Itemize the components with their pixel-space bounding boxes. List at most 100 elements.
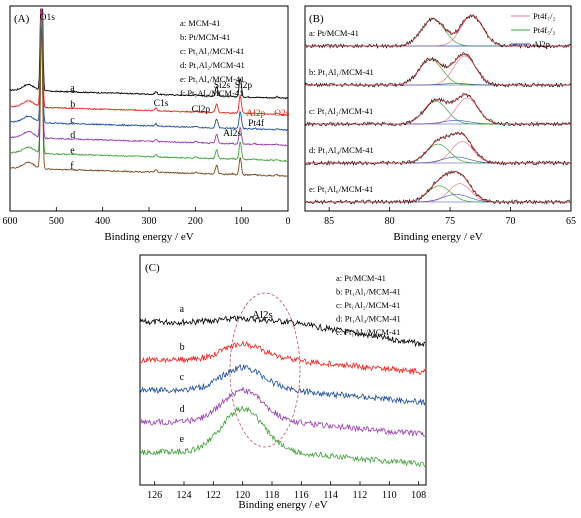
panel-a-peak-label-cl2p: Cl2p (192, 105, 211, 115)
panel-a-curve-label-d: d (70, 130, 75, 141)
panel-c-ticks: 126 124 122 120 118 116 114 112 110 108 (147, 481, 426, 501)
panel-a-label: (A) (14, 13, 30, 25)
panel-b-fit-0 (305, 14, 571, 47)
panel-a-peak-label-al2p: Al2p (246, 109, 265, 119)
panel-a-tick-label: 200 (188, 216, 203, 227)
panel-a-tick-label: 100 (234, 216, 249, 227)
panel-a-peak-label-al2s: Al2s (223, 129, 241, 139)
panel-a-curve-label-b: b (70, 99, 75, 110)
panel-a-legend-entry: e: Pt₁Al₄/MCM-41 (180, 74, 244, 84)
panel-a-series-e (9, 11, 289, 163)
panel-a-peak-label-c1s: C1s (154, 99, 169, 109)
panel-c-legend-entry: d: Pt₁Al₄/MCM-41 (336, 314, 401, 324)
panel-b-legend-entry: Al2p (533, 39, 550, 49)
panel-b-tick-label: 70 (506, 216, 516, 227)
panel-a-legend-entry: c: Pt₁Al₁/MCM-41 (180, 46, 244, 56)
panel-b-tick-label: 75 (445, 216, 455, 227)
panel-b-legend-entry: Pt4f₇/₂ (533, 11, 555, 21)
panel-b-ticks: 85 80 75 70 65 (324, 207, 576, 227)
panel-c-series-b (139, 340, 426, 375)
panel-c-series-c (139, 364, 426, 407)
panel-b-frame (304, 5, 572, 212)
panel-b-series-label: e: Pt₁Al₆/MCM-41 (309, 184, 373, 194)
panel-c-al2s-ellipse (229, 292, 301, 448)
panel-a-tick-label: 400 (95, 216, 110, 227)
panel-a-legend-entry: b: Pt/MCM-41 (180, 32, 230, 42)
panel-b-tick-label: 80 (385, 216, 395, 227)
panel-b-fit-1 (305, 53, 571, 86)
panel-b-label: (B) (309, 13, 324, 25)
panel-b-tick-label: 65 (566, 216, 576, 227)
panel-a-series-b (9, 8, 289, 116)
panel-a-tick-label: 500 (49, 216, 64, 227)
panel-b-series-label: a: Pt/MCM-41 (309, 28, 359, 38)
panel-a-ticks: 600 500 400 300 200 100 0 (3, 207, 291, 227)
panel-b-legend: Pt4f₇/₂ Pt4f₅/₂ Al2p (511, 11, 555, 49)
panel-a-tick-label: 600 (3, 216, 18, 227)
panel-c-series-a (139, 315, 426, 348)
panel-c-tick-label: 124 (177, 490, 192, 501)
panel-c-series-d (139, 386, 426, 437)
panel-b-series-label: b: Pt₁Al₁/MCM-41 (309, 67, 374, 77)
panel-a-curve-label-f: f (70, 161, 74, 172)
panel-b-tick-label: 85 (324, 216, 334, 227)
panel-c-legend-entry: a: Pt/MCM-41 (336, 273, 386, 283)
panel-c-tick-label: 118 (265, 490, 280, 501)
panel-b-raw-4 (304, 170, 571, 205)
panel-c-curve-label-c: c (180, 372, 185, 383)
panel-a-legend-entry: d: Pt₁Al₂/MCM-41 (180, 60, 245, 70)
panel-c-annotation: Al2s (252, 309, 273, 321)
panel-a-tick-label: 0 (286, 216, 291, 227)
panel-a-peak-label-pt4f: Pt4f (248, 118, 265, 129)
panel-a-legend-entry: f: Pt₁Al₆/MCM-41 (180, 88, 243, 98)
panel-a-legend-entry: a: MCM-41 (180, 18, 220, 28)
panel-a-curves (9, 8, 289, 178)
panel-b-fit-4 (305, 171, 571, 203)
panel-b-series-label: c: Pt₁Al₂/MCM-41 (309, 106, 373, 116)
panel-b-al2p-4 (305, 194, 571, 203)
panel-c-series-e (139, 404, 426, 468)
panel-b-fit-2 (305, 94, 571, 125)
panel-c-frame (139, 254, 427, 486)
panel-a-series-a (10, 8, 289, 100)
panel-c-label: (C) (145, 262, 160, 274)
panel-c-tick-label: 112 (353, 490, 368, 501)
panel-c-curve-label-a: a (180, 304, 185, 315)
panel-b-xlabel: Binding energy / eV (393, 231, 482, 243)
panel-a-peak-label-si2p: Si2p (235, 81, 253, 91)
panel-b-series-label: d: Pt₁Al₄/MCM-41 (309, 145, 374, 155)
panel-c-tick-label: 116 (294, 490, 309, 501)
panel-c-legend: a: Pt/MCM-41 b: Pt₁Al₁/MCM-41 c: Pt₁Al₂/MC… (336, 273, 401, 337)
panel-a-xlabel: Binding energy / eV (104, 231, 193, 243)
panel-c-curve-label-d: d (180, 404, 185, 415)
panel-a-series-f (9, 27, 289, 178)
panel-c-tick-label: 120 (235, 490, 250, 501)
panel-a-series-c (9, 8, 288, 132)
panel-c-xlabel: Binding energy / eV (238, 499, 327, 511)
panel-c-curve-label-e: e (180, 434, 185, 445)
panel-a-series-d (9, 8, 289, 147)
panel-c-tick-label: 108 (411, 490, 426, 501)
panel-c-tick-label: 122 (206, 490, 221, 501)
panel-c-curve-label-b: b (180, 342, 185, 353)
panel-a-tick-label: 300 (142, 216, 157, 227)
panel-b: (B) a: Pt/MCM-41 b: Pt₁Al₁/MCM-41 c: Pt₁Al… (304, 5, 576, 243)
panel-c-curves (139, 315, 426, 468)
panel-a-peak-label-o2s: O2s (274, 109, 290, 119)
panel-a-legend: a: MCM-41 b: Pt/MCM-41 c: Pt₁Al₁/MCM-41 d: … (180, 18, 245, 98)
panel-a-peak-label-si2s: Si2s (214, 81, 231, 91)
panel-b-legend-entry: Pt4f₅/₂ (533, 25, 555, 35)
panel-b-curves (304, 13, 572, 205)
panel-a-curve-label-a: a (70, 83, 75, 94)
panel-a-curve-label-e: e (70, 146, 75, 157)
panel-c-tick-label: 114 (323, 490, 338, 501)
panel-b-curve-labels: a: Pt/MCM-41 b: Pt₁Al₁/MCM-41 c: Pt₁Al₂/MC… (309, 28, 374, 194)
panel-c-legend-entry: b: Pt₁Al₁/MCM-41 (336, 287, 401, 297)
panel-c-tick-label: 110 (382, 490, 397, 501)
panel-c-legend-entry: c: Pt₁Al₂/MCM-41 (336, 300, 400, 310)
panel-a-curve-label-c: c (70, 115, 75, 126)
panel-b-fit-3 (305, 132, 571, 164)
